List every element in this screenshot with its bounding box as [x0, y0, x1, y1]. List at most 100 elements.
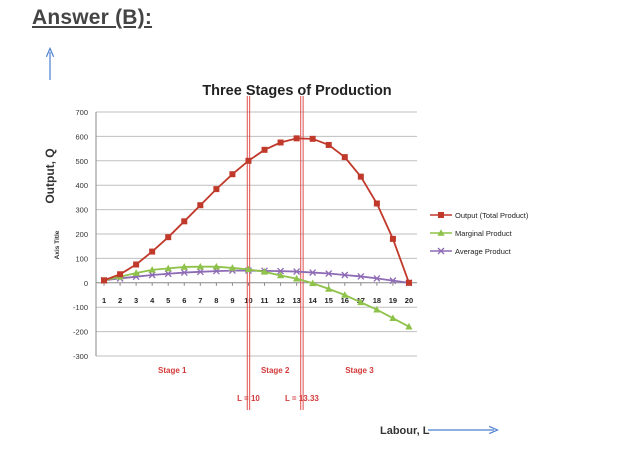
x-tick-label: 11	[261, 296, 269, 305]
data-point	[373, 274, 381, 282]
y-tick-label: -300	[73, 352, 88, 361]
data-point	[212, 262, 220, 270]
y-tick-label: -100	[73, 303, 88, 312]
y-tick-label: 100	[75, 254, 88, 263]
data-point	[117, 271, 124, 278]
data-point	[341, 271, 349, 279]
stage-divider-lines: L = 10 L = 13.33	[237, 96, 319, 410]
data-point	[405, 279, 412, 286]
data-point	[389, 235, 396, 242]
data-point	[164, 270, 172, 278]
data-point	[373, 200, 380, 207]
stage-label: Stage 1	[158, 366, 187, 375]
x-tick-label: 10	[244, 296, 252, 305]
y-tick-label: 500	[75, 157, 88, 166]
x-tick-label: 18	[373, 296, 381, 305]
data-point	[133, 261, 140, 268]
data-point	[357, 272, 365, 280]
data-point	[309, 269, 317, 277]
data-point	[197, 202, 204, 209]
x-tick-label: 14	[309, 296, 318, 305]
stage-label: Stage 3	[345, 366, 374, 375]
chart-title: Three Stages of Production	[202, 83, 391, 99]
data-point	[228, 264, 237, 271]
y-outer-label: Output, Q	[43, 148, 57, 203]
x-tick-label: 7	[198, 296, 202, 305]
data-point	[149, 248, 156, 255]
series-line	[103, 137, 410, 284]
data-point	[213, 186, 220, 193]
x-outer-label: Labour, L	[380, 425, 430, 437]
data-point	[244, 265, 253, 273]
x-tick-label: 2	[118, 296, 122, 305]
data-point	[293, 268, 301, 276]
data-point	[357, 298, 365, 306]
x-tick-label: 16	[341, 296, 349, 305]
data-point	[293, 135, 300, 142]
y-axis-title: Axis Title	[54, 230, 61, 259]
data-point	[389, 314, 397, 321]
y-tick-label: -200	[73, 328, 88, 337]
stage-labels: Stage 1 Stage 2 Stage 3	[158, 366, 374, 375]
data-point	[357, 173, 364, 180]
data-point	[325, 285, 333, 292]
y-tick-label: 600	[75, 132, 88, 141]
data-point	[341, 291, 349, 298]
data-point	[309, 135, 316, 142]
data-point	[180, 269, 188, 277]
x-tick-label: 6	[182, 296, 186, 305]
series-triangle	[100, 262, 413, 330]
y-tick-label: 300	[75, 206, 88, 215]
legend-marker	[438, 212, 444, 218]
x-tick-label: 19	[389, 296, 397, 305]
x-tick-label: 9	[230, 296, 234, 305]
gridlines	[95, 111, 417, 357]
data-point	[245, 157, 252, 164]
data-point	[293, 274, 301, 282]
data-point	[132, 269, 140, 276]
legend-entry: Marginal Product	[455, 229, 513, 238]
y-tick-label: 700	[75, 108, 88, 117]
x-tick-label: 20	[405, 296, 413, 305]
data-point	[277, 267, 285, 275]
legend-marker	[437, 229, 445, 236]
series-square	[101, 135, 412, 286]
series-line	[103, 265, 410, 328]
data-point	[181, 218, 188, 225]
data-point	[309, 279, 317, 287]
data-point	[148, 271, 156, 279]
data-point	[325, 270, 333, 277]
data-point	[180, 263, 188, 270]
stage-label: Stage 2	[261, 366, 290, 375]
data-point	[164, 264, 172, 272]
x-tick-label: 5	[166, 296, 170, 305]
stage-divider-label: L = 13.33	[285, 394, 319, 403]
data-point	[276, 271, 285, 279]
x-tick-label: 4	[150, 296, 155, 305]
data-point	[373, 305, 381, 313]
data-point	[389, 277, 397, 285]
legend: Output (Total Product) Marginal Product Av…	[430, 211, 529, 256]
data-point	[196, 262, 204, 270]
data-point	[405, 322, 413, 330]
legend-entry: Average Product	[455, 247, 512, 256]
x-tick-label: 8	[214, 296, 218, 305]
y-tick-label: 0	[84, 279, 88, 288]
y-tick-labels: 700 600 500 400 300 200 100 0 -100 -200 -300	[73, 108, 88, 361]
series-group	[100, 135, 413, 330]
stage-divider-label: L = 10	[237, 394, 260, 403]
answer-heading: Answer (B):	[32, 6, 153, 29]
x-tick-label: 13	[292, 296, 300, 305]
y-tick-label: 200	[75, 230, 88, 239]
data-point	[325, 141, 332, 148]
data-point	[165, 234, 172, 241]
x-tick-label: 3	[134, 296, 138, 305]
data-point	[277, 139, 284, 146]
data-point	[148, 266, 156, 273]
x-tick-labels: 1234567891011121314151617181920	[102, 296, 413, 305]
legend-entry: Output (Total Product)	[455, 211, 529, 220]
data-point	[260, 268, 269, 275]
x-tick-label: 1	[102, 296, 106, 305]
y-tick-label: 400	[75, 181, 88, 190]
